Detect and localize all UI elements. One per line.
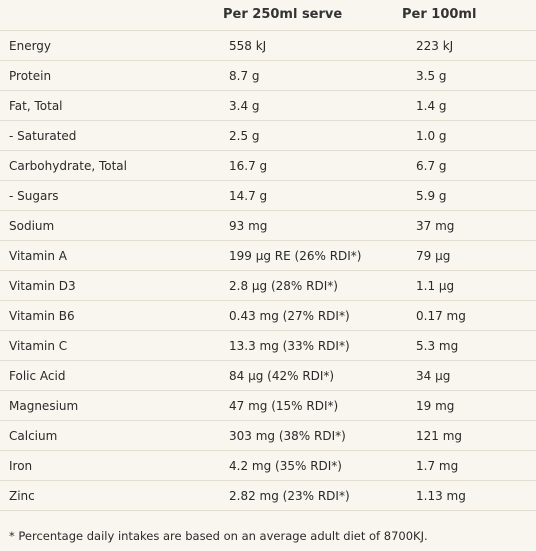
per-100ml-value: 1.1 µg [416, 279, 455, 293]
per-serve-value: 84 µg (42% RDI*) [229, 369, 335, 383]
nutrient-name: Zinc [9, 489, 35, 503]
nutrient-name: Carbohydrate, Total [9, 159, 127, 173]
table-row: Calcium 303 mg (38% RDI*) 121 mg [0, 421, 536, 451]
header-per-100ml: Per 100ml [402, 7, 477, 22]
table-row: Vitamin A 199 µg RE (26% RDI*) 79 µg [0, 241, 536, 271]
per-serve-value: 0.43 mg (27% RDI*) [229, 309, 350, 323]
per-serve-value: 2.8 µg (28% RDI*) [229, 279, 338, 293]
per-100ml-value: 34 µg [416, 369, 451, 383]
per-100ml-value: 37 mg [416, 219, 455, 233]
nutrient-name: Vitamin B6 [9, 309, 75, 323]
footnote: * Percentage daily intakes are based on … [9, 529, 428, 543]
nutrient-name: Fat, Total [9, 99, 63, 113]
table-row: Iron 4.2 mg (35% RDI*) 1.7 mg [0, 451, 536, 481]
nutrition-table: Per 250ml serve Per 100ml Energy 558 kJ 22… [0, 0, 536, 511]
per-100ml-value: 5.3 mg [416, 339, 459, 353]
per-serve-value: 14.7 g [229, 189, 268, 203]
per-serve-value: 47 mg (15% RDI*) [229, 399, 339, 413]
table-row: Zinc 2.82 mg (23% RDI*) 1.13 mg [0, 481, 536, 511]
table-row: Fat, Total 3.4 g 1.4 g [0, 91, 536, 121]
table-row: Sodium 93 mg 37 mg [0, 211, 536, 241]
per-serve-value: 2.82 mg (23% RDI*) [229, 489, 350, 503]
nutrient-name: Vitamin D3 [9, 279, 76, 293]
per-100ml-value: 1.7 mg [416, 459, 459, 473]
nutrient-name: Protein [9, 69, 52, 83]
nutrient-name: Sodium [9, 219, 55, 233]
nutrient-name: Vitamin C [9, 339, 68, 353]
table-body: Energy 558 kJ 223 kJ Protein 8.7 g 3.5 g Fat, … [0, 31, 536, 511]
per-serve-value: 199 µg RE (26% RDI*) [229, 249, 362, 263]
per-100ml-value: 1.4 g [416, 99, 447, 113]
per-serve-value: 2.5 g [229, 129, 260, 143]
per-serve-value: 303 mg (38% RDI*) [229, 429, 346, 443]
nutrient-name: - Saturated [9, 129, 77, 143]
table-row: Vitamin B6 0.43 mg (27% RDI*) 0.17 mg [0, 301, 536, 331]
table-row: - Sugars 14.7 g 5.9 g [0, 181, 536, 211]
per-100ml-value: 121 mg [416, 429, 463, 443]
header-per-serve: Per 250ml serve [223, 7, 343, 22]
per-100ml-value: 19 mg [416, 399, 455, 413]
nutrient-name: Calcium [9, 429, 58, 443]
per-100ml-value: 223 kJ [416, 39, 454, 53]
per-serve-value: 4.2 mg (35% RDI*) [229, 459, 342, 473]
table-row: - Saturated 2.5 g 1.0 g [0, 121, 536, 151]
table-row: Magnesium 47 mg (15% RDI*) 19 mg [0, 391, 536, 421]
per-serve-value: 558 kJ [229, 39, 267, 53]
per-serve-value: 13.3 mg (33% RDI*) [229, 339, 350, 353]
per-100ml-value: 1.0 g [416, 129, 447, 143]
nutrient-name: Folic Acid [9, 369, 66, 383]
nutrient-name: Iron [9, 459, 33, 473]
table-row: Folic Acid 84 µg (42% RDI*) 34 µg [0, 361, 536, 391]
per-100ml-value: 3.5 g [416, 69, 447, 83]
per-100ml-value: 0.17 mg [416, 309, 466, 323]
nutrient-name: Magnesium [9, 399, 79, 413]
nutrient-name: Energy [9, 39, 52, 53]
per-serve-value: 3.4 g [229, 99, 260, 113]
per-serve-value: 16.7 g [229, 159, 268, 173]
per-100ml-value: 1.13 mg [416, 489, 466, 503]
per-serve-value: 8.7 g [229, 69, 260, 83]
per-serve-value: 93 mg [229, 219, 268, 233]
table-row: Energy 558 kJ 223 kJ [0, 31, 536, 61]
table-row: Vitamin D3 2.8 µg (28% RDI*) 1.1 µg [0, 271, 536, 301]
nutrient-name: Vitamin A [9, 249, 67, 263]
nutrient-name: - Sugars [9, 189, 59, 203]
table-row: Carbohydrate, Total 16.7 g 6.7 g [0, 151, 536, 181]
table-header-row: Per 250ml serve Per 100ml [0, 0, 536, 31]
table-row: Protein 8.7 g 3.5 g [0, 61, 536, 91]
table-row: Vitamin C 13.3 mg (33% RDI*) 5.3 mg [0, 331, 536, 361]
per-100ml-value: 5.9 g [416, 189, 447, 203]
per-100ml-value: 6.7 g [416, 159, 447, 173]
per-100ml-value: 79 µg [416, 249, 451, 263]
